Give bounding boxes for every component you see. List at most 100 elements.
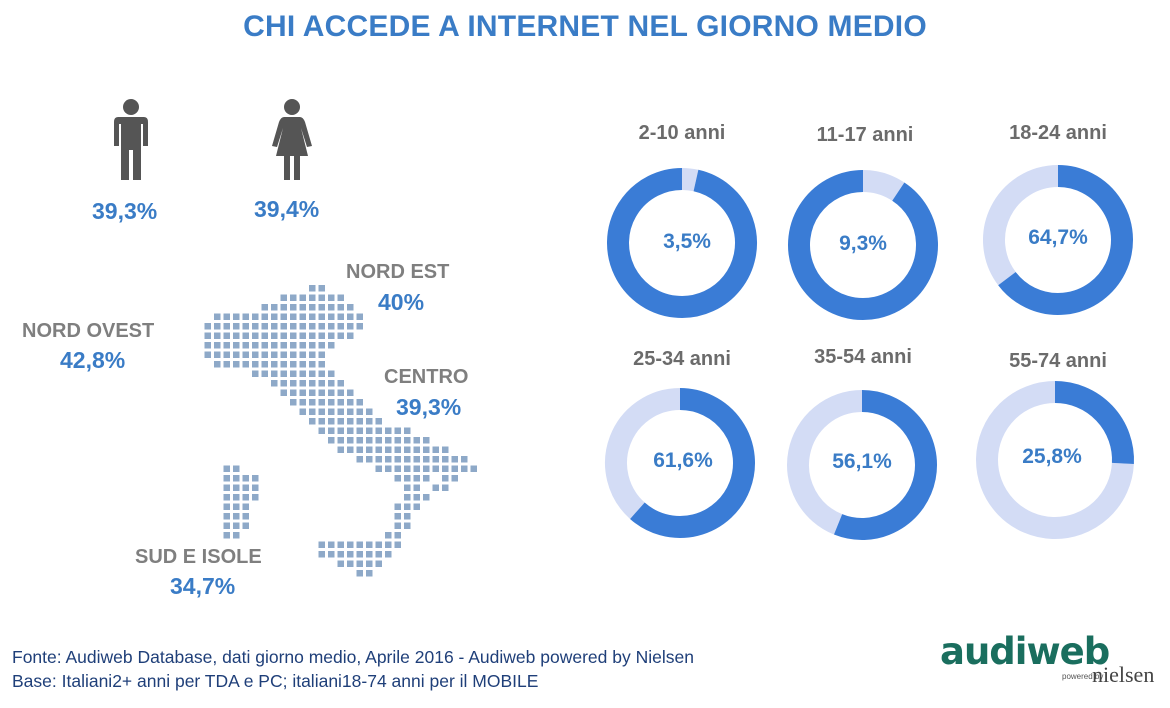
map-dot [394,446,401,453]
map-dot [404,494,411,501]
map-dot [347,418,354,425]
region-centro-name: CENTRO [384,366,469,388]
map-dot [280,304,287,311]
map-dot [252,494,259,501]
map-dot [328,408,335,415]
map-dot [404,465,411,472]
map-dot [214,351,221,358]
map-dot [318,332,325,339]
map-dot [318,418,325,425]
map-dot [413,475,420,482]
map-dot [318,361,325,368]
map-dot [375,437,382,444]
map-dot [356,323,363,330]
map-dot [328,342,335,349]
map-dot [223,351,230,358]
map-dot [385,437,392,444]
map-dot [356,408,363,415]
map-dot [214,342,221,349]
map-dot [337,323,344,330]
map-dot [242,475,249,482]
map-dot [233,323,240,330]
map-dot [404,522,411,529]
map-dot [423,465,430,472]
map-dot [356,418,363,425]
map-dot [223,323,230,330]
map-dot [309,285,316,292]
map-dot [290,304,297,311]
map-dot [337,408,344,415]
map-dot [233,503,240,510]
map-dot [214,361,221,368]
map-dot [413,484,420,491]
map-dot [423,475,430,482]
donut-remainder-arc [605,388,681,519]
female-percentage: 39,4% [254,196,320,222]
map-dot [290,342,297,349]
map-dot [233,361,240,368]
map-dot [309,323,316,330]
map-dot [337,332,344,339]
age-label: 2-10 anni [638,122,726,144]
map-dot [356,427,363,434]
region-nord-est-name: NORD EST [346,261,450,283]
donut-value-arc [998,165,1133,315]
map-dot [356,570,363,577]
map-dot [375,427,382,434]
map-dot [280,389,287,396]
map-dot [223,503,230,510]
map-dot [290,313,297,320]
map-dot [394,513,401,520]
map-dot [233,522,240,529]
map-dot [223,342,230,349]
map-dot [347,446,354,453]
map-dot [309,313,316,320]
region-nord-ovest-name: NORD OVEST [22,320,155,342]
map-dot [309,389,316,396]
map-dot [204,323,211,330]
map-dot [413,503,420,510]
map-dot [385,551,392,558]
map-dot [309,370,316,377]
map-dot [366,408,373,415]
map-dot [404,456,411,463]
map-dot [214,323,221,330]
map-dot [347,389,354,396]
map-dot [223,522,230,529]
map-dot [328,418,335,425]
map-dot [290,380,297,387]
map-dot [223,465,230,472]
map-dot [318,408,325,415]
map-dot [394,503,401,510]
map-dot [394,532,401,539]
map-dot [442,456,449,463]
map-dot [261,342,268,349]
map-dot [394,465,401,472]
map-dot [366,427,373,434]
map-dot [318,304,325,311]
map-dot [318,551,325,558]
map-dot [214,313,221,320]
map-dot [404,475,411,482]
region-nord-est-value: 40% [378,289,425,315]
map-dot [233,494,240,501]
donut-remainder-arc [787,390,863,535]
map-dot [242,503,249,510]
map-dot [432,484,439,491]
map-dot [299,351,306,358]
map-dot [356,551,363,558]
map-dot [271,304,278,311]
map-dot [337,294,344,301]
map-dot [356,541,363,548]
map-dot [375,541,382,548]
map-dot [328,304,335,311]
map-dot [375,551,382,558]
map-dot [442,475,449,482]
map-dot [280,294,287,301]
map-dot [423,446,430,453]
map-dot [442,484,449,491]
map-dot [347,427,354,434]
map-dot [394,522,401,529]
map-dot [290,351,297,358]
age-label: 18-24 anni [1009,122,1107,144]
